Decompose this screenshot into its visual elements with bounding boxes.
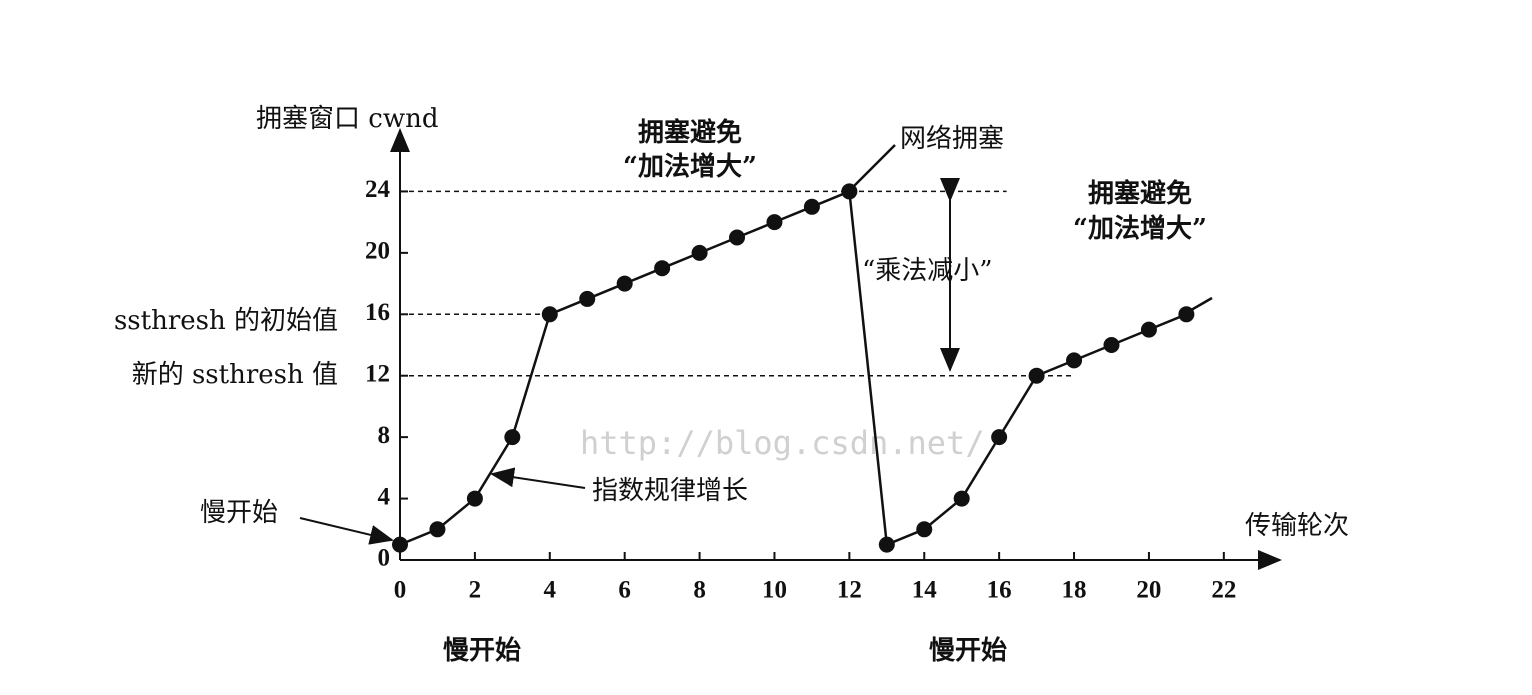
x-axis-label: 传输轮次 [1245, 511, 1349, 541]
annotation: 拥塞避免 [1088, 178, 1192, 209]
x-tick-label: 10 [762, 577, 787, 604]
data-point [953, 490, 970, 507]
x-tick-label: 16 [987, 577, 1012, 604]
data-point [803, 198, 820, 215]
data-point [691, 244, 708, 261]
data-point [991, 429, 1008, 446]
data-point [466, 490, 483, 507]
data-point [504, 429, 521, 446]
x-tick-label: 6 [618, 577, 631, 604]
x-tick-label: 20 [1136, 577, 1161, 604]
data-point [916, 521, 933, 538]
data-point [1140, 321, 1157, 338]
data-point [1028, 367, 1045, 384]
x-tick-label: 8 [693, 577, 706, 604]
annotation: 慢开始 [200, 498, 278, 528]
leader-line [847, 144, 896, 193]
data-point [841, 183, 858, 200]
annotation: “乘法减小” [862, 256, 993, 286]
x-tick-label: 12 [837, 577, 862, 604]
x-tick-label: 2 [469, 577, 482, 604]
y-tick-label: 0 [378, 545, 391, 572]
annotation: 慢开始 [443, 636, 521, 666]
data-point [878, 536, 895, 553]
y-tick-label: 16 [365, 299, 390, 326]
annotation: ssthresh 的初始值 [114, 306, 338, 336]
annotation: 网络拥塞 [900, 124, 1004, 154]
y-tick-label: 8 [378, 422, 391, 449]
x-tick-label: 22 [1211, 577, 1236, 604]
series-line [399, 189, 1187, 547]
annotation: “加法增大” [623, 151, 757, 182]
annotation: “加法增大” [1073, 213, 1207, 244]
arrow [299, 517, 394, 545]
annotation: 慢开始 [929, 636, 1007, 666]
data-point [392, 536, 408, 553]
y-tick-label: 24 [365, 176, 391, 203]
y-tick-label: 4 [378, 483, 391, 510]
annotation: 指数规律增长 [592, 476, 748, 506]
data-point [1178, 306, 1195, 323]
y-tick-label: 12 [365, 360, 390, 387]
x-tick-label: 14 [912, 577, 938, 604]
y-tick-label: 20 [365, 238, 390, 265]
data-point [616, 275, 633, 292]
annotation: 新的 ssthresh 值 [132, 360, 338, 390]
annotation: 拥塞避免 [638, 117, 742, 148]
data-point [541, 306, 558, 323]
data-point [1066, 352, 1083, 369]
y-axis-label: 拥塞窗口 cwnd [256, 104, 438, 134]
data-point [429, 521, 446, 538]
data-point [766, 214, 783, 231]
data-point [1103, 337, 1120, 353]
data-point [654, 260, 671, 277]
watermark: http://blog.csdn.net/ [580, 424, 985, 462]
arrow [490, 467, 586, 489]
data-point [579, 290, 596, 307]
data-point [729, 229, 746, 246]
x-tick-label: 4 [544, 577, 557, 604]
x-tick-label: 0 [394, 577, 407, 604]
x-tick-label: 18 [1062, 577, 1087, 604]
